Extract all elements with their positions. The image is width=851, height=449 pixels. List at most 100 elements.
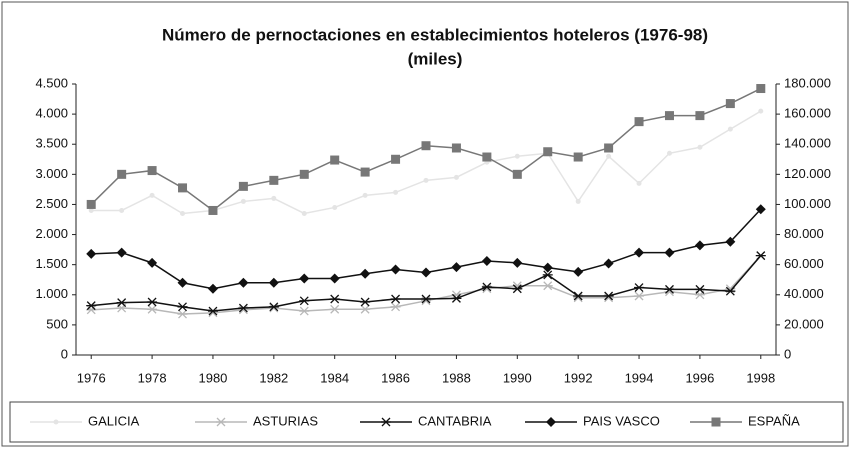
data-point [329,294,340,304]
data-point [512,169,522,179]
data-point [238,181,248,191]
data-point [238,305,249,315]
data-point [755,204,766,215]
data-point [86,199,96,209]
x-tick-label: 1994 [625,370,654,385]
data-point [116,298,127,308]
data-point [177,302,188,312]
data-point [573,152,583,162]
data-point [421,267,431,278]
legend-marker [546,417,556,427]
data-point [666,150,672,156]
data-point [697,144,703,150]
x-tick-label: 1976 [77,370,106,385]
data-point [299,306,310,316]
data-point [756,84,766,94]
data-point [117,169,127,179]
data-point [147,257,158,268]
data-point [238,277,249,288]
data-point [575,198,581,204]
data-point [147,297,158,307]
y-tick-label: 0 [61,346,68,361]
x-tick-label: 1982 [259,370,288,385]
legend-label: GALICIA [88,413,140,428]
data-point [301,210,307,216]
chart-title: Número de pernoctaciones en establecimie… [162,25,708,44]
y2-tick-label: 20.000 [784,316,824,331]
data-point [451,143,461,153]
y-tick-label: 3.500 [35,136,68,151]
data-point [695,111,705,121]
data-point [330,155,340,165]
data-point [725,236,736,247]
data-point [664,284,675,294]
data-point [207,306,218,316]
y-tick-label: 2.500 [35,196,68,211]
y2-tick-label: 60.000 [784,256,824,271]
data-point [755,251,766,261]
legend-label: ASTURIAS [253,413,318,428]
data-point [634,291,645,301]
data-point [512,257,523,268]
data-point [542,270,553,280]
legend-marker [711,417,721,427]
data-point [390,294,401,304]
data-point [694,240,705,251]
data-point [178,183,188,193]
data-point [573,266,584,277]
legend-marker [53,419,59,425]
data-point [207,283,218,294]
legend-label: ESPAÑA [748,413,800,428]
data-point [636,180,642,186]
data-point [119,207,125,213]
data-point [329,304,340,314]
data-point [208,205,218,215]
data-point [268,303,279,313]
legend-box [9,401,844,443]
data-point [603,291,614,301]
data-point [180,210,186,216]
data-point [362,192,368,198]
data-point [393,189,399,195]
data-point [604,143,614,153]
legend-label: CANTABRIA [418,413,492,428]
data-point [451,293,462,303]
data-point [268,302,279,312]
y2-tick-label: 0 [784,346,791,361]
data-point [423,177,429,183]
x-tick-label: 1992 [564,370,593,385]
data-point [271,195,277,201]
data-point [299,273,310,284]
data-point [299,169,309,179]
legend-label: PAIS VASCO [583,413,660,428]
data-point [86,248,97,259]
y-tick-label: 4.000 [35,106,68,121]
data-point [664,247,675,258]
data-point [634,247,645,258]
data-point [147,166,157,176]
data-point [391,154,401,164]
x-tick-label: 1980 [198,370,227,385]
data-point [573,291,584,301]
data-point [725,99,735,109]
y2-tick-label: 120.000 [784,166,831,181]
data-point [542,262,553,273]
x-tick-label: 1978 [138,370,167,385]
data-point [238,303,249,313]
data-point [147,304,158,314]
data-point [360,268,371,279]
x-tick-label: 1990 [503,370,532,385]
data-point [727,126,733,132]
data-point [88,207,94,213]
data-point [329,273,340,284]
x-tick-label: 1998 [746,370,775,385]
data-point [421,296,431,306]
y-tick-label: 1.000 [35,286,68,301]
data-point [269,175,279,185]
y-tick-label: 1.500 [35,256,68,271]
data-point [606,153,612,159]
data-point [268,277,279,288]
y-tick-label: 2.000 [35,226,68,241]
y2-tick-label: 140.000 [784,136,831,151]
